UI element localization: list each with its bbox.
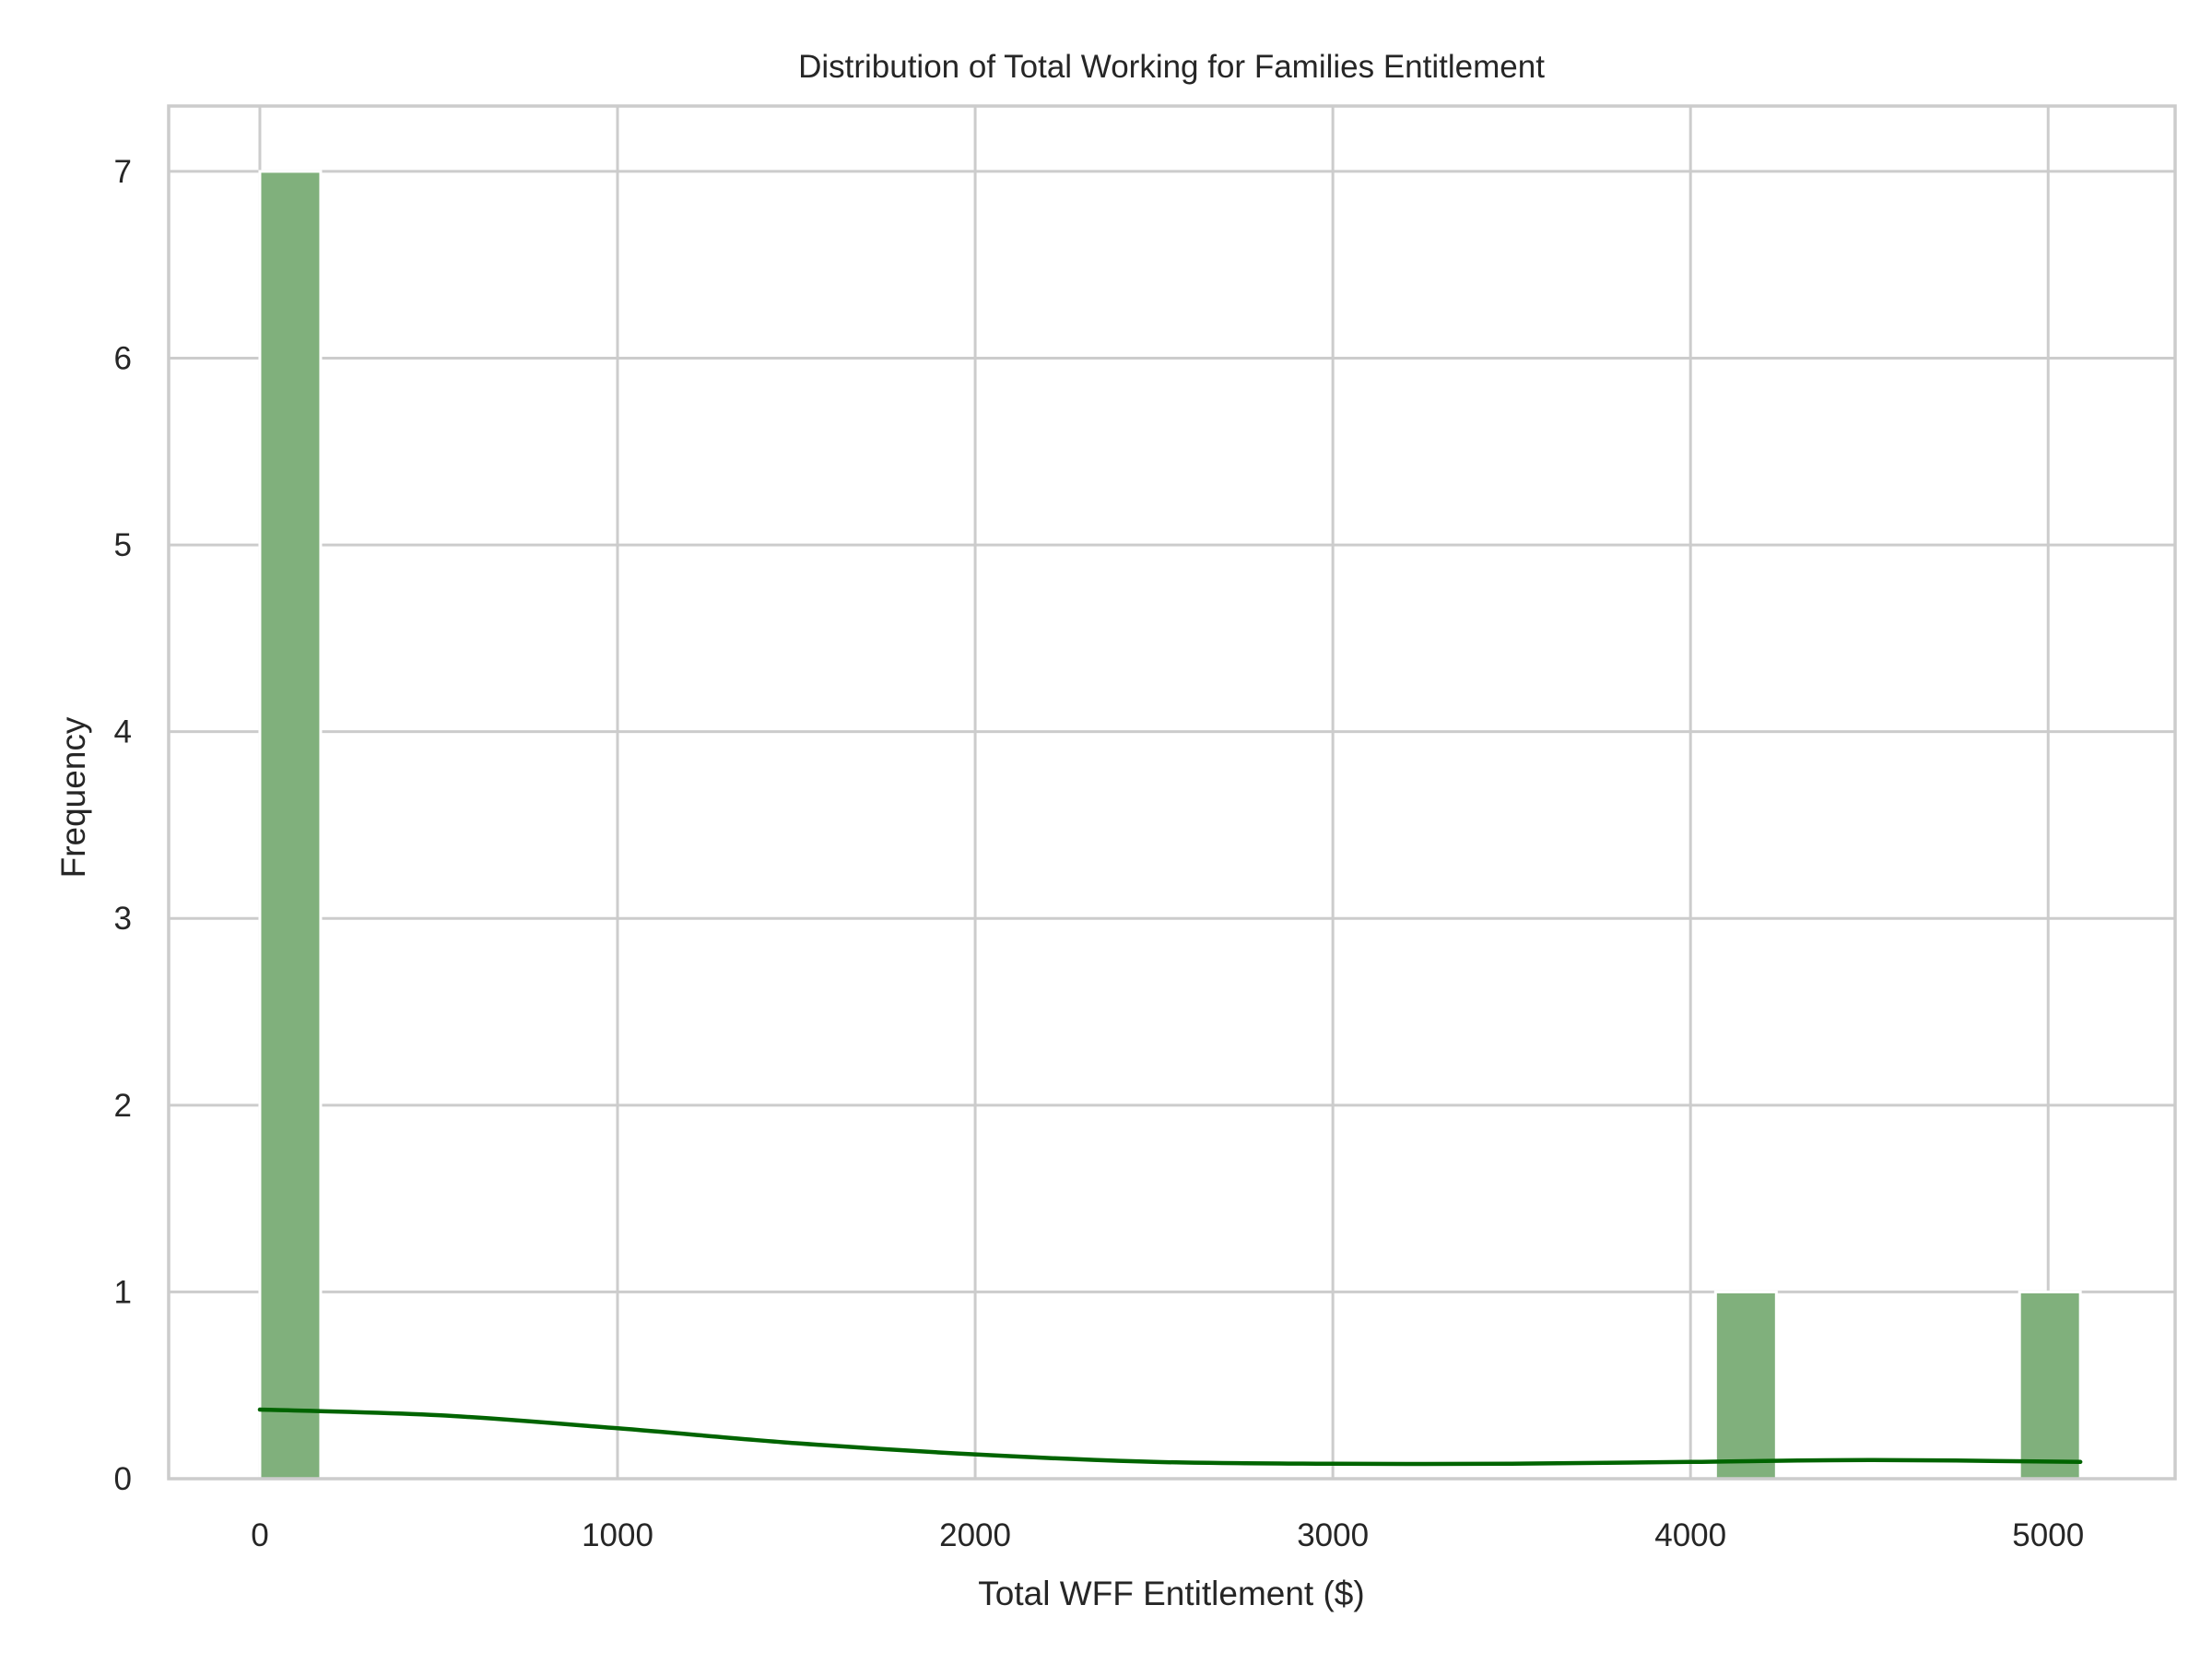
histogram-bar-2 [2018,1290,2082,1481]
histogram-bar-0 [258,170,323,1481]
plot-frame [167,104,2177,1481]
x-tick-label-2: 2000 [939,1517,1011,1553]
y-axis-label: Frequency [54,716,92,878]
y-tick-label-2: 2 [114,1088,132,1124]
x-tick-label-0: 0 [251,1517,268,1553]
chart-title: Distribution of Total Working for Famili… [798,49,1545,85]
y-tick-label-5: 5 [114,527,132,563]
y-tick-label-1: 1 [114,1274,132,1310]
x-tick-label-4: 4000 [1654,1517,1726,1553]
y-tick-label-7: 7 [114,154,132,190]
x-tick-label-1: 1000 [582,1517,653,1553]
y-tick-label-0: 0 [114,1461,132,1497]
x-tick-label-5: 5000 [2012,1517,2084,1553]
x-tick-label-3: 3000 [1297,1517,1369,1553]
y-tick-label-6: 6 [114,340,132,376]
kde-line [257,1407,2083,1467]
y-tick-label-4: 4 [114,714,132,750]
y-tick-label-3: 3 [114,901,132,937]
histogram-bars [258,170,2082,1481]
grid-lines [169,106,2175,1481]
histogram-bar-1 [1713,1290,1778,1481]
tick-labels: 0 1000 2000 3000 4000 5000 0 1 2 3 4 5 6 7 [114,154,2085,1553]
x-axis-label: Total WFF Entitlement ($) [978,1575,1364,1612]
kde-curve-group [257,1407,2083,1467]
